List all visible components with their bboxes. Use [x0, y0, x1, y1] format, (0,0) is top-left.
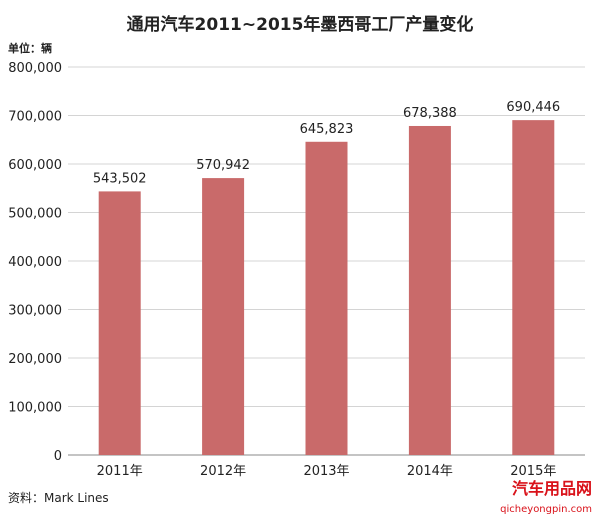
- x-tick-label: 2011年: [97, 464, 143, 479]
- bar: [305, 141, 348, 455]
- bar: [408, 125, 451, 456]
- x-tick-label: 2014年: [407, 464, 453, 479]
- watermark-url: qicheyongpin.com: [500, 504, 592, 515]
- data-label: 645,823: [300, 122, 354, 137]
- bars: [98, 120, 555, 456]
- chart-title: 通用汽车2011~2015年墨西哥工厂产量变化: [127, 14, 474, 35]
- data-labels: 543,502 570,942 645,823 678,388 690,446: [93, 100, 560, 186]
- unit-label: 单位：辆: [8, 41, 52, 55]
- data-label: 570,942: [196, 158, 250, 173]
- data-label: 543,502: [93, 171, 147, 186]
- y-tick-label: 400,000: [8, 255, 62, 270]
- bar: [98, 191, 141, 455]
- x-axis: 2011年 2012年 2013年 2014年 2015年: [97, 464, 557, 479]
- source-note: 资料：Mark Lines: [8, 491, 109, 505]
- data-label: 678,388: [403, 106, 457, 121]
- x-tick-label: 2015年: [510, 464, 556, 479]
- x-tick-label: 2013年: [303, 464, 349, 479]
- y-tick-label: 200,000: [8, 352, 62, 367]
- y-tick-label: 600,000: [8, 158, 62, 173]
- y-axis: 0 100,000 200,000 300,000 400,000 500,000 600,…: [8, 61, 62, 464]
- y-tick-label: 700,000: [8, 110, 62, 125]
- y-tick-label: 100,000: [8, 401, 62, 416]
- watermark-brand: 汽车用品网: [512, 479, 592, 498]
- bar: [512, 120, 555, 455]
- y-tick-label: 0: [54, 449, 62, 464]
- data-label: 690,446: [506, 100, 560, 115]
- y-tick-label: 500,000: [8, 207, 62, 222]
- x-tick-label: 2012年: [200, 464, 246, 479]
- bar: [202, 178, 245, 455]
- y-tick-label: 800,000: [8, 61, 62, 76]
- y-tick-label: 300,000: [8, 304, 62, 319]
